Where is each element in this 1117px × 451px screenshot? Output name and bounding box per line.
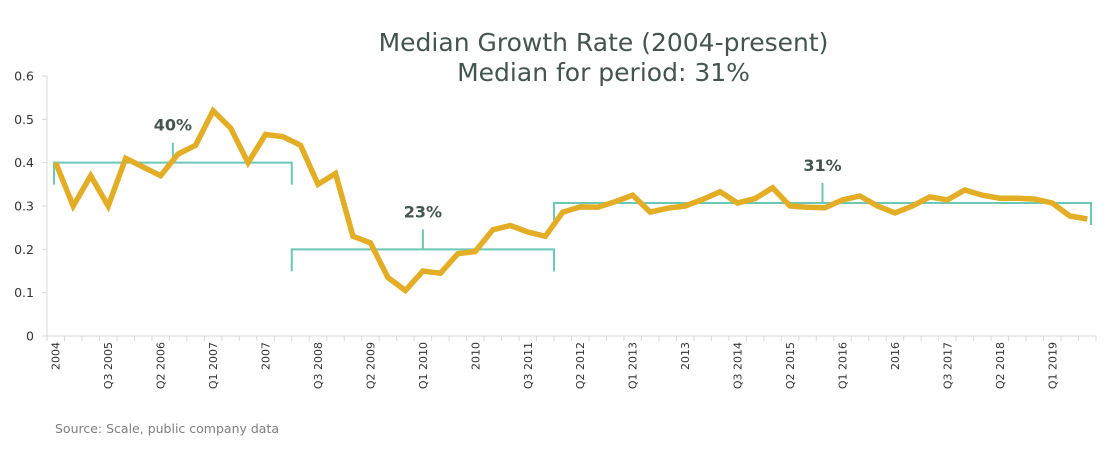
x-tick-label: Q2 2009	[364, 342, 377, 389]
chart-title: Median Growth Rate (2004-present)	[378, 28, 829, 57]
x-tick-label: 2016	[889, 342, 902, 370]
y-axis: 0 0.1 0.2 0.3 0.4 0.5 0.6	[14, 69, 48, 344]
x-tick-label: Q2 2012	[574, 342, 587, 389]
y-tick-label: 0.3	[14, 199, 34, 214]
x-tick-label: 2010	[469, 342, 482, 370]
x-axis: 2004 Q3 2005 Q2 2006 Q1 2007 2007 Q3 2008 Q2 2…	[46, 335, 1097, 389]
chart-title-block: Median Growth Rate (2004-present) Median…	[0, 28, 1117, 88]
x-tick-label: 2004	[50, 342, 63, 370]
y-tick-label: 0	[26, 329, 34, 344]
x-tick-label: Q3 2017	[941, 342, 954, 389]
x-tick-label: Q3 2011	[522, 342, 535, 389]
x-tick-label: Q3 2005	[102, 342, 115, 389]
bracket-line	[290, 248, 556, 272]
source-note: Source: Scale, public company data	[55, 421, 280, 436]
bracket-label: 23%	[404, 202, 442, 221]
bracket-label: 40%	[154, 116, 192, 135]
x-tick-label: Q1 2013	[627, 342, 640, 389]
x-tick-label: Q2 2006	[155, 342, 168, 389]
series-lines	[53, 106, 1088, 295]
y-tick-label: 0.5	[14, 112, 34, 127]
x-tick-label: 2007	[260, 342, 273, 370]
x-tick-label: 2013	[679, 342, 692, 370]
x-tick-label: Q2 2018	[994, 342, 1007, 389]
x-tick-label: Q1 2016	[836, 342, 849, 389]
y-tick-label: 0.1	[14, 285, 34, 300]
series-line	[53, 106, 1088, 295]
x-tick-label: Q3 2008	[312, 342, 325, 389]
median-brackets: 40% 23% 31%	[53, 116, 1092, 272]
bracket-label: 31%	[803, 156, 841, 175]
x-tick-label: Q1 2019	[1046, 342, 1059, 389]
x-tick-label: Q1 2007	[207, 342, 220, 389]
y-tick-label: 0.2	[14, 242, 34, 257]
chart-subtitle: Median for period: 31%	[457, 58, 750, 87]
median-bracket: 31%	[553, 156, 1092, 225]
y-tick-label: 0.6	[14, 69, 34, 84]
median-bracket: 23%	[290, 202, 556, 272]
x-tick-label: Q2 2015	[784, 342, 797, 389]
x-tick-label: Q1 2010	[417, 342, 430, 389]
x-tick-label: Q3 2014	[732, 342, 745, 389]
y-tick-label: 0.4	[14, 155, 34, 170]
